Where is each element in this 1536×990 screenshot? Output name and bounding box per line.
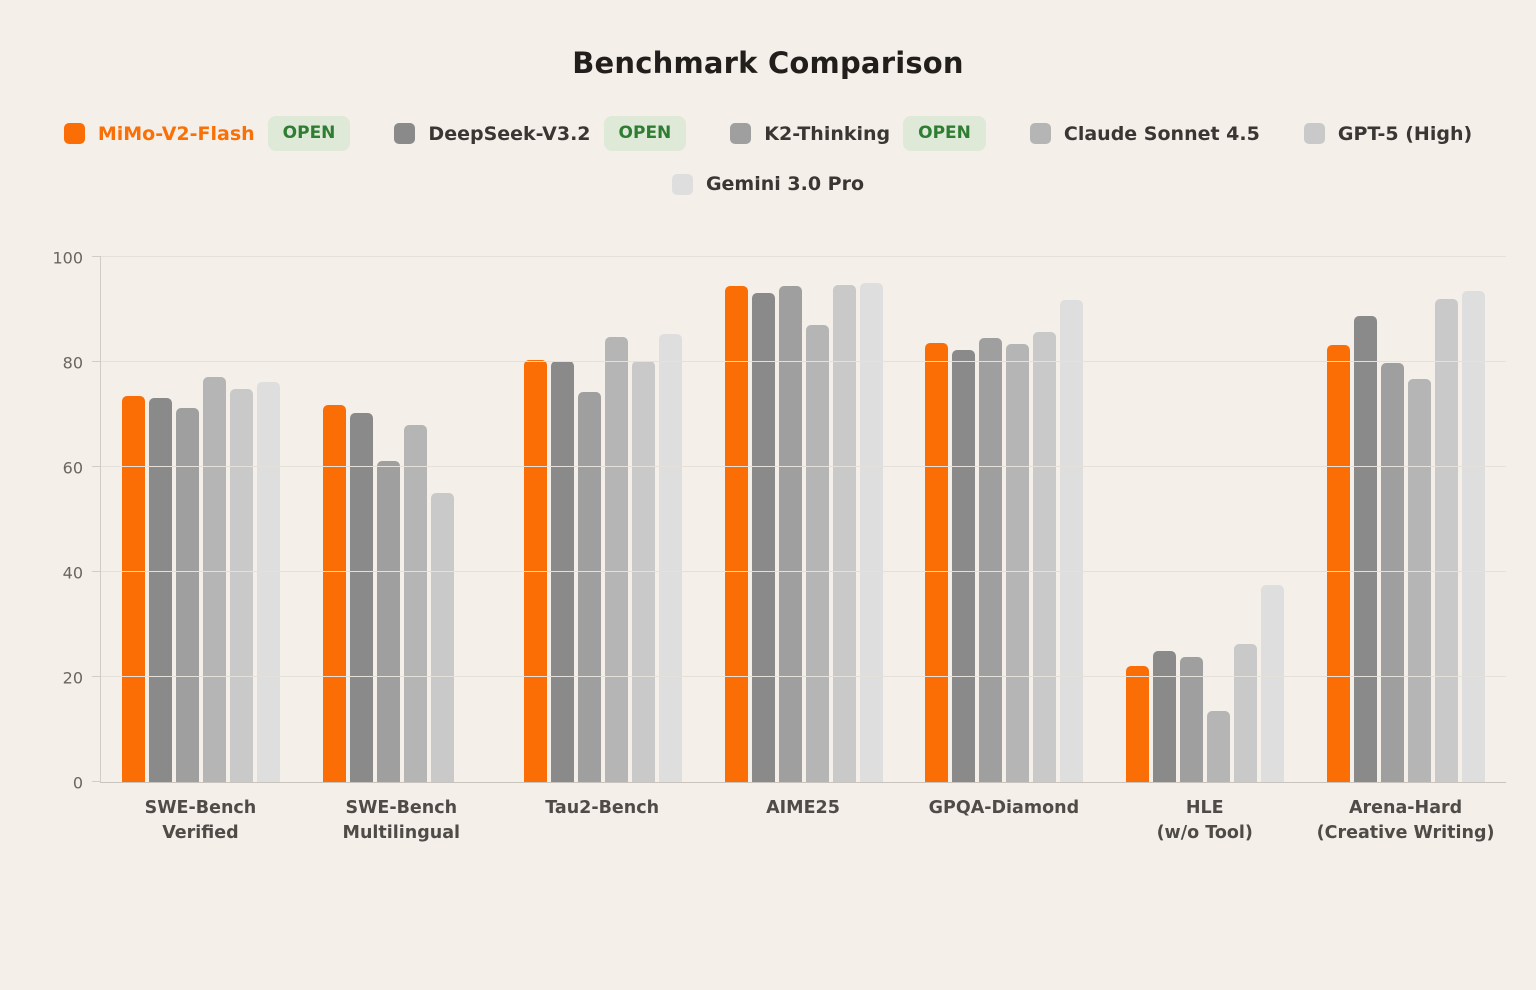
y-tick-80 <box>92 361 101 362</box>
legend-swatch-icon <box>394 123 416 144</box>
bar-gemini-3-0-pro <box>859 283 883 782</box>
bar-claude-sonnet-4-5 <box>1006 344 1030 782</box>
bar-gemini-3-0-pro <box>1060 299 1084 782</box>
legend-item-k2-thinking[interactable]: K2-Thinking OPEN <box>730 116 986 151</box>
bar-deepseek-v3-2 <box>1152 650 1176 782</box>
chart-title: Benchmark Comparison <box>572 46 964 80</box>
bar-mimo-v2-flash <box>724 286 748 782</box>
y-tick-label-60: 60 <box>62 458 83 477</box>
legend-swatch-icon <box>1029 123 1051 144</box>
legend-label: Gemini 3.0 Pro <box>705 173 865 195</box>
legend: MiMo-V2-Flash OPEN DeepSeek-V3.2 OPEN K2-Thi… <box>58 116 1478 195</box>
y-tick-label-40: 40 <box>62 563 83 582</box>
bar-deepseek-v3-2 <box>1353 316 1377 782</box>
bar-groups-row <box>101 257 1506 782</box>
bar-chart: 0 20 40 60 80 100 SWE-Bench Verified SWE-Bench… <box>30 248 1506 847</box>
legend-item-deepseek-v3-2[interactable]: DeepSeek-V3.2 OPEN <box>394 116 687 151</box>
bar-group-swe-bench <box>302 257 503 782</box>
bar-claude-sonnet-4-5 <box>203 376 227 782</box>
bar-gpt-5-high <box>1233 644 1257 782</box>
bar-deepseek-v3-2 <box>550 360 574 782</box>
x-axis-label-swe-bench: SWE-Bench Multilingual <box>342 798 461 844</box>
bar-gemini-3-0-pro <box>257 381 281 782</box>
plot-area: 0 20 40 60 80 100 <box>52 248 1506 792</box>
y-tick-20 <box>92 676 101 677</box>
legend-swatch-icon <box>63 123 85 144</box>
x-axis-label-hle: HLE (w/o Tool) <box>1156 798 1253 844</box>
y-tick-label-100: 100 <box>52 248 83 267</box>
open-badge: OPEN <box>267 116 351 151</box>
y-tick-60 <box>92 466 101 467</box>
bar-mimo-v2-flash <box>925 343 949 782</box>
y-tick-label-20: 20 <box>62 668 83 687</box>
y-tick-label-0: 0 <box>72 773 83 792</box>
bar-k2-thinking <box>778 285 802 782</box>
bar-group-aime25 <box>703 257 904 782</box>
bar-group-arena-hard <box>1305 257 1506 782</box>
bar-deepseek-v3-2 <box>751 293 775 782</box>
legend-item-gpt-5-high[interactable]: GPT-5 (High) <box>1303 122 1473 145</box>
legend-label: DeepSeek-V3.2 <box>428 122 591 145</box>
legend-swatch-icon <box>730 123 752 144</box>
bar-deepseek-v3-2 <box>149 398 173 782</box>
x-axis-label-arena-hard: Arena-Hard (Creative Writing) <box>1316 798 1495 844</box>
bar-k2-thinking <box>1179 656 1203 782</box>
legend-label: GPT-5 (High) <box>1337 122 1473 145</box>
bar-k2-thinking <box>176 407 200 782</box>
bar-gpt-5-high <box>832 284 856 782</box>
bar-gpt-5-high <box>1033 332 1057 782</box>
legend-label: K2-Thinking <box>764 122 891 145</box>
bar-claude-sonnet-4-5 <box>604 337 628 782</box>
bar-k2-thinking <box>577 392 601 782</box>
bar-mimo-v2-flash <box>1326 344 1350 782</box>
x-axis-label-tau2-bench: Tau2-Bench <box>545 798 660 818</box>
bar-gemini-3-0-pro <box>1260 585 1284 782</box>
x-axis-labels: SWE-Bench Verified SWE-Bench Multilingual… <box>100 796 1506 847</box>
bar-gpt-5-high <box>431 492 455 782</box>
legend-item-gemini-3-0-pro[interactable]: Gemini 3.0 Pro <box>671 173 865 195</box>
open-badge: OPEN <box>603 116 687 151</box>
legend-swatch-icon <box>1303 123 1325 144</box>
bar-k2-thinking <box>1380 362 1404 782</box>
bar-group-tau2-bench <box>502 257 703 782</box>
y-tick-0 <box>92 781 101 782</box>
bar-k2-thinking <box>377 461 401 782</box>
chart-page: Benchmark Comparison MiMo-V2-Flash OPEN De… <box>0 46 1536 847</box>
bar-mimo-v2-flash <box>1125 666 1149 782</box>
bar-gpt-5-high <box>631 360 655 782</box>
x-axis-label-aime25: AIME25 <box>766 798 840 818</box>
bar-gemini-3-0-pro <box>658 333 682 782</box>
bar-deepseek-v3-2 <box>952 349 976 782</box>
bar-claude-sonnet-4-5 <box>404 425 428 782</box>
y-tick-40 <box>92 571 101 572</box>
bar-gpt-5-high <box>1434 298 1458 782</box>
bar-mimo-v2-flash <box>122 396 146 782</box>
bar-deepseek-v3-2 <box>350 413 374 782</box>
legend-item-mimo-v2-flash[interactable]: MiMo-V2-Flash OPEN <box>63 116 351 151</box>
bar-gpt-5-high <box>230 388 254 782</box>
y-tick-100 <box>92 256 101 257</box>
bar-claude-sonnet-4-5 <box>1407 379 1431 782</box>
bar-k2-thinking <box>979 338 1003 782</box>
x-axis-label-swe-bench: SWE-Bench Verified <box>144 798 257 844</box>
bar-mimo-v2-flash <box>523 360 547 782</box>
legend-label: MiMo-V2-Flash <box>97 122 255 145</box>
bar-gemini-3-0-pro <box>1461 291 1485 782</box>
x-axis-label-gpqa-diamond: GPQA-Diamond <box>928 798 1080 818</box>
legend-swatch-icon <box>671 173 693 195</box>
bar-group-gpqa-diamond <box>904 257 1105 782</box>
bar-claude-sonnet-4-5 <box>1206 710 1230 782</box>
y-tick-label-80: 80 <box>62 353 83 372</box>
bar-group-swe-bench <box>101 257 302 782</box>
bar-claude-sonnet-4-5 <box>805 325 829 782</box>
bar-group-hle <box>1105 257 1306 782</box>
legend-item-claude-sonnet-4-5[interactable]: Claude Sonnet 4.5 <box>1029 122 1260 145</box>
legend-label: Claude Sonnet 4.5 <box>1063 122 1260 145</box>
open-badge: OPEN <box>903 116 986 151</box>
bar-mimo-v2-flash <box>323 404 347 782</box>
